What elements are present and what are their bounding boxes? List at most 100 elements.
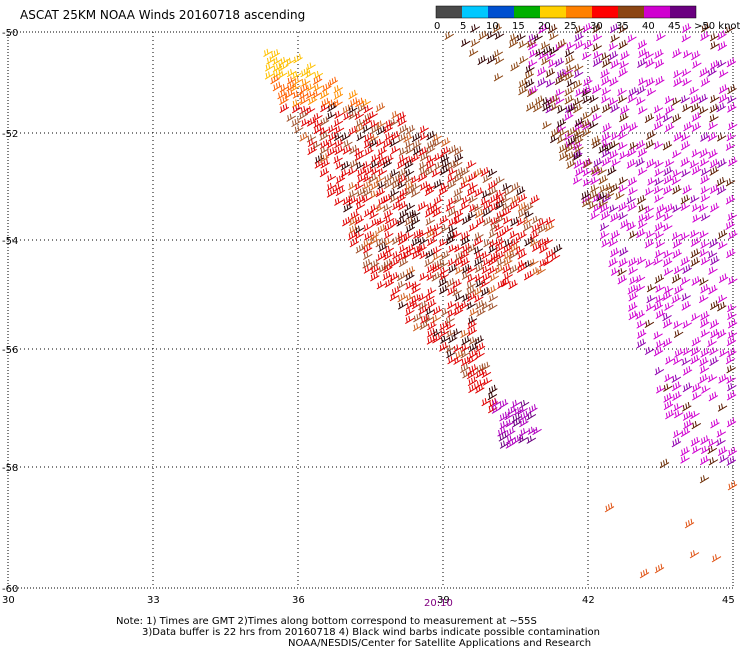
wind-barb	[700, 194, 711, 203]
wind-barb	[512, 417, 522, 428]
wind-barb	[376, 120, 387, 129]
wind-barb	[601, 193, 612, 204]
wind-barb	[343, 202, 353, 213]
wind-barb	[526, 435, 537, 444]
wind-barb	[447, 301, 457, 310]
wind-barb	[397, 301, 408, 310]
wind-barb	[728, 276, 738, 285]
wind-barb	[681, 357, 691, 366]
wind-barb	[492, 23, 502, 34]
wind-barb	[413, 229, 423, 239]
wind-barb	[572, 140, 583, 151]
wind-barb	[654, 177, 664, 186]
wind-barb	[343, 139, 353, 148]
wind-barb	[655, 385, 666, 394]
wind-barb	[601, 87, 612, 96]
wind-barb	[608, 149, 619, 160]
wind-barb	[700, 329, 710, 338]
wind-barb	[495, 200, 505, 211]
wind-barb	[726, 365, 736, 374]
wind-barb	[397, 181, 407, 190]
wind-barb	[680, 427, 691, 438]
wind-barb	[301, 78, 311, 87]
wind-barb	[369, 133, 379, 143]
wind-barb	[582, 22, 593, 33]
wind-barb	[628, 122, 638, 132]
x-tick-label: 33	[147, 595, 160, 606]
wind-barb	[672, 48, 682, 59]
wind-barb	[342, 104, 352, 115]
wind-barb	[487, 168, 498, 178]
wind-barb	[383, 231, 394, 240]
wind-barb	[445, 344, 455, 353]
wind-barb	[462, 293, 472, 302]
wind-barb	[708, 121, 718, 131]
wind-barb	[635, 140, 646, 150]
wind-barb	[349, 158, 359, 169]
wind-barb	[529, 258, 539, 267]
wind-barb	[494, 264, 504, 275]
wind-barb	[398, 209, 409, 219]
wind-barb	[517, 249, 527, 260]
wind-barb	[664, 122, 675, 133]
wind-barb	[404, 216, 415, 227]
wind-barb	[466, 274, 477, 283]
wind-barb	[424, 258, 434, 267]
wind-barb	[716, 59, 727, 69]
wind-barb	[617, 268, 627, 277]
wind-barb	[663, 393, 673, 403]
wind-barb	[690, 354, 701, 365]
wind-barb	[627, 284, 638, 295]
wind-barb	[655, 212, 666, 221]
wind-barb	[298, 91, 309, 100]
wind-barb	[369, 235, 379, 246]
wind-barb	[636, 228, 646, 239]
wind-barb	[425, 307, 435, 316]
wind-barb	[523, 270, 534, 281]
wind-barb	[453, 159, 463, 169]
wind-barb	[508, 264, 519, 275]
wind-barb	[663, 166, 673, 177]
wind-barb	[532, 426, 542, 436]
wind-barb	[593, 157, 603, 168]
wind-barb	[645, 139, 655, 150]
wind-barb	[681, 293, 691, 302]
wind-barb	[708, 266, 718, 275]
wind-barb	[565, 138, 575, 149]
wind-barb	[494, 31, 505, 40]
wind-barb	[473, 246, 484, 255]
wind-barb	[355, 123, 365, 134]
wind-barb	[354, 111, 365, 120]
wind-barb	[716, 176, 726, 187]
wind-barb	[466, 186, 477, 197]
wind-barb	[299, 131, 309, 142]
wind-barb	[565, 41, 576, 51]
wind-barb	[645, 77, 655, 88]
wind-barb	[717, 403, 728, 412]
wind-barb	[490, 217, 500, 226]
wind-barb	[375, 187, 386, 198]
wind-barb	[348, 125, 358, 136]
legend-label: 15	[512, 21, 525, 32]
wind-barb	[664, 159, 675, 168]
wind-barb	[601, 76, 611, 86]
wind-barb	[418, 146, 428, 157]
wind-barb	[699, 230, 709, 239]
wind-barb	[680, 95, 691, 104]
wind-barb	[645, 158, 656, 169]
wind-barb	[618, 212, 628, 221]
wind-barb	[608, 204, 619, 213]
wind-barb	[438, 277, 448, 288]
wind-barb	[334, 138, 344, 149]
wind-barb	[573, 103, 583, 114]
wind-barb	[487, 180, 498, 190]
wind-barb	[683, 419, 693, 430]
wind-barb	[403, 249, 413, 260]
wind-barb	[671, 273, 682, 284]
wind-barb	[682, 411, 693, 421]
wind-barb	[468, 383, 478, 394]
wind-barb	[700, 283, 710, 294]
wind-barb	[692, 60, 702, 69]
wind-barb	[673, 266, 684, 275]
legend-label: 40	[642, 21, 655, 32]
